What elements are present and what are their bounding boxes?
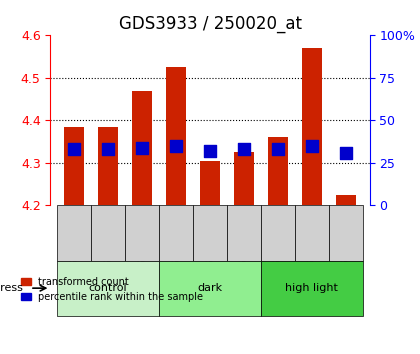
FancyBboxPatch shape — [91, 205, 125, 261]
Bar — [302, 48, 322, 205]
FancyBboxPatch shape — [261, 261, 363, 316]
Point — [71, 147, 78, 152]
Bar — [64, 127, 84, 205]
Text: control: control — [89, 283, 127, 293]
Text: high light: high light — [286, 283, 338, 293]
Point — [173, 143, 179, 149]
FancyBboxPatch shape — [227, 205, 261, 261]
Text: dark: dark — [197, 283, 223, 293]
Bar — [336, 195, 356, 205]
Bar — [268, 137, 288, 205]
Bar — [166, 67, 186, 205]
Point — [241, 147, 247, 152]
Bar — [234, 152, 254, 205]
Bar — [132, 91, 152, 205]
Point — [139, 145, 145, 150]
FancyBboxPatch shape — [159, 261, 261, 316]
FancyBboxPatch shape — [261, 205, 295, 261]
Bar — [200, 161, 220, 205]
Text: stress: stress — [0, 283, 23, 293]
FancyBboxPatch shape — [57, 205, 91, 261]
FancyBboxPatch shape — [159, 205, 193, 261]
Title: GDS3933 / 250020_at: GDS3933 / 250020_at — [118, 15, 302, 33]
Point — [207, 148, 213, 154]
Point — [309, 143, 315, 149]
FancyBboxPatch shape — [57, 261, 159, 316]
FancyBboxPatch shape — [125, 205, 159, 261]
FancyBboxPatch shape — [329, 205, 363, 261]
Point — [105, 147, 111, 152]
Legend: transformed count, percentile rank within the sample: transformed count, percentile rank withi… — [17, 273, 207, 306]
Point — [275, 147, 281, 152]
FancyBboxPatch shape — [193, 205, 227, 261]
Point — [342, 150, 349, 155]
FancyBboxPatch shape — [295, 205, 329, 261]
Bar — [98, 127, 118, 205]
